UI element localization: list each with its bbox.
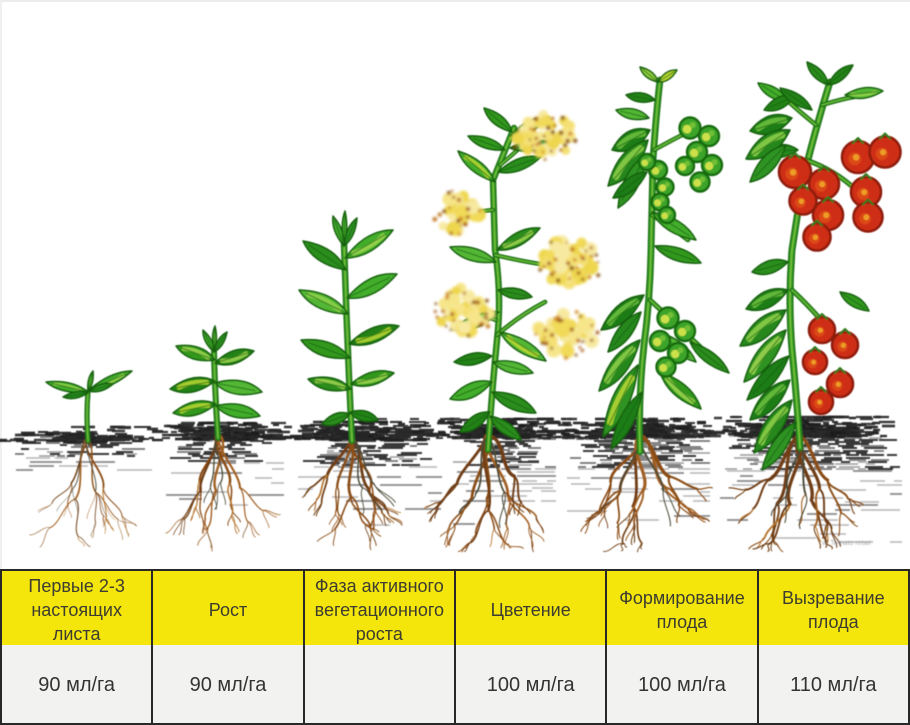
svg-text:w. Tomato retail: w. Tomato retail [821,540,871,547]
